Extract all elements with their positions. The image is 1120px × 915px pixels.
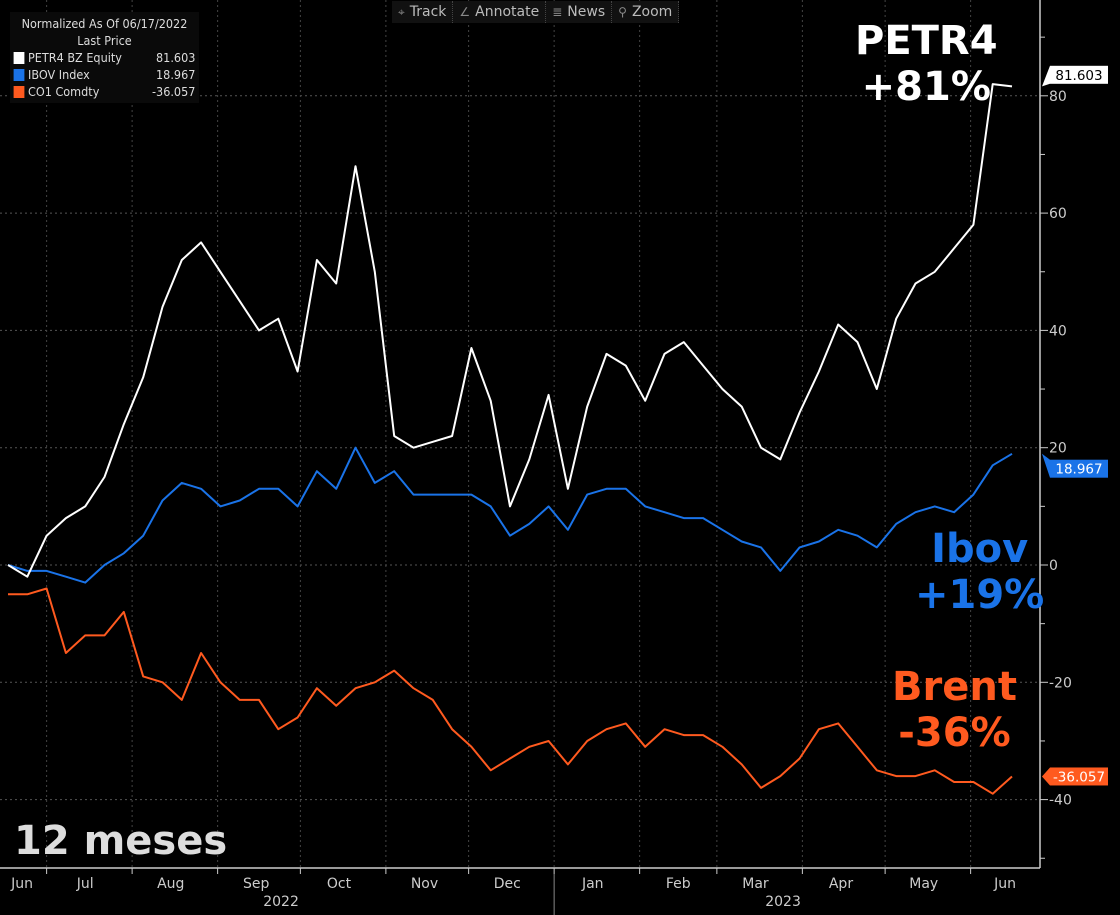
crosshair-icon: ⌖ — [398, 4, 405, 19]
x-month-label: Feb — [666, 876, 691, 892]
annotation-line: Ibov — [931, 526, 1029, 572]
last-value-badge-2: -36.057 — [1042, 767, 1108, 786]
y-tick-label: -40 — [1049, 793, 1072, 809]
y-tick-label: -20 — [1049, 675, 1072, 691]
swatch — [13, 51, 25, 64]
series-line-2 — [8, 587, 1013, 795]
x-month-label: Apr — [829, 876, 853, 892]
annotation-line: Brent — [892, 664, 1017, 710]
legend-subtitle: Last Price — [77, 33, 132, 48]
y-tick-label: 60 — [1049, 206, 1067, 222]
y-tick-label: 40 — [1049, 323, 1067, 339]
legend-item-petr4: PETR4 BZ Equity 81.603 — [13, 49, 195, 66]
annotation-line: -36% — [898, 710, 1011, 756]
x-month-label: May — [909, 876, 938, 892]
x-year-label: 2022 — [263, 894, 299, 910]
x-month-label: Mar — [742, 876, 769, 892]
x-month-label: Nov — [411, 876, 438, 892]
pencil-icon: ∠ — [459, 5, 471, 19]
annotate-button[interactable]: ∠ Annotate — [453, 1, 547, 23]
badge-shape — [1050, 65, 1108, 84]
y-tick-label: 0 — [1049, 558, 1058, 574]
badge-label: 81.603 — [1055, 68, 1102, 84]
x-month-label: Jun — [993, 876, 1016, 892]
x-month-label: Jul — [76, 876, 94, 892]
annotation-line: +81% — [861, 64, 991, 110]
magnifier-icon: ⚲ — [618, 5, 627, 19]
x-month-label: Jan — [581, 876, 604, 892]
grid — [0, 0, 1040, 868]
legend-title: Normalized As Of 06/17/2022 — [21, 16, 188, 31]
news-icon: ≣ — [552, 5, 563, 19]
news-button[interactable]: ≣ News — [546, 1, 613, 23]
legend-item-ibov: IBOV Index 18.967 — [13, 66, 195, 83]
x-month-label: Jun — [10, 876, 33, 892]
series-line-0 — [7, 83, 1013, 578]
badge-shape — [1050, 767, 1108, 786]
annotation-line: PETR4 — [855, 18, 998, 64]
badge-pointer — [1042, 65, 1050, 87]
track-button[interactable]: ⌖ Track — [392, 1, 454, 23]
x-month-label: Dec — [494, 876, 521, 892]
legend-item-co1: CO1 Comdty -36.057 — [13, 83, 195, 100]
badge-pointer — [1042, 453, 1050, 478]
badge-pointer — [1042, 767, 1050, 786]
series-line-1 — [7, 446, 1013, 584]
annotation-period: 12 meses — [14, 818, 228, 864]
y-tick-label: 20 — [1049, 441, 1067, 457]
annotation-brent: Brent -36% — [892, 664, 1017, 756]
zoom-button[interactable]: ⚲ Zoom — [612, 1, 680, 23]
badge-label: -36.057 — [1053, 769, 1105, 785]
legend: Normalized As Of 06/17/2022 Last Price P… — [10, 12, 199, 103]
annotation-ibov: Ibov +19% — [915, 526, 1044, 618]
badge-shape — [1050, 459, 1108, 478]
annotation-petr4: PETR4 +81% — [855, 18, 998, 110]
last-value-badge-1: 18.967 — [1042, 453, 1108, 478]
annotation-line: +19% — [915, 572, 1045, 618]
series-lines — [7, 83, 1013, 795]
y-tick-label: 80 — [1049, 89, 1067, 105]
badge-label: 18.967 — [1055, 462, 1102, 478]
x-month-label: Sep — [243, 876, 270, 892]
last-value-badge-0: 81.603 — [1042, 65, 1108, 87]
x-month-label: Oct — [327, 876, 352, 892]
chart-toolbar: ⌖ Track ∠ Annotate ≣ News ⚲ Zoom — [392, 1, 680, 23]
swatch — [13, 85, 25, 98]
x-month-label: Aug — [157, 876, 184, 892]
swatch — [13, 68, 25, 81]
x-year-label: 2023 — [765, 894, 801, 910]
